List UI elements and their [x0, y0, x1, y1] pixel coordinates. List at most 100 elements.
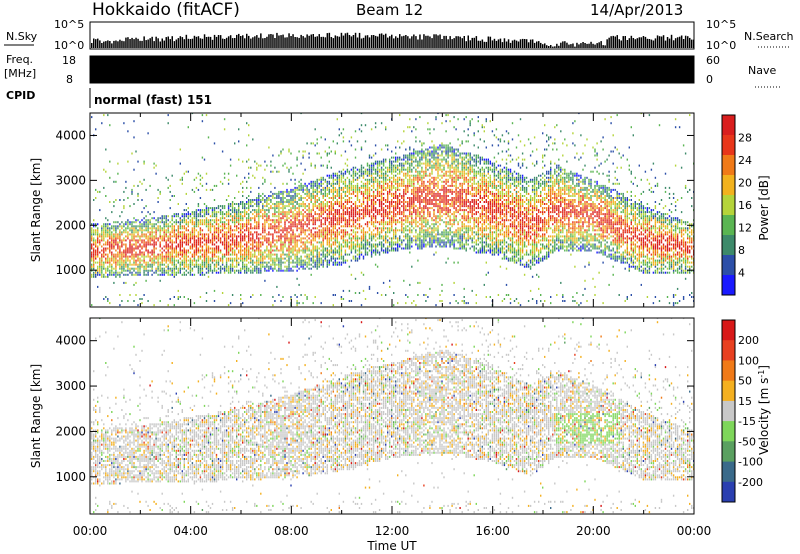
- echo-cell: [229, 245, 232, 248]
- noise-bar: [352, 35, 355, 48]
- echo-cell: [312, 219, 314, 222]
- echo-cell: [270, 223, 272, 226]
- echo-cell: [199, 273, 202, 276]
- echo-cell: [256, 162, 258, 165]
- echo-cell: [397, 197, 399, 199]
- echo-cell: [340, 257, 343, 260]
- echo-cell: [173, 273, 175, 276]
- echo-cell: [310, 249, 312, 252]
- echo-cell: [250, 201, 252, 203]
- echo-cell: [169, 255, 171, 258]
- echo-cell: [248, 219, 250, 222]
- echo-cell: [141, 255, 143, 258]
- echo-cell: [199, 182, 202, 185]
- echo-cell: [149, 223, 151, 226]
- echo-cell: [326, 164, 328, 167]
- echo-cell: [344, 201, 347, 203]
- echo-cell: [101, 239, 103, 242]
- echo-cell: [221, 223, 224, 226]
- echo-cell: [338, 241, 340, 244]
- echo-cell: [262, 197, 264, 199]
- echo-cell: [159, 245, 161, 248]
- echo-cell: [117, 172, 119, 175]
- echo-cell: [205, 219, 208, 222]
- echo-cell: [240, 241, 242, 244]
- echo-cell: [372, 164, 375, 167]
- echo-cell: [191, 255, 194, 258]
- noise-bar: [670, 34, 673, 48]
- echo-cell: [264, 279, 266, 282]
- echo-cell: [189, 245, 192, 248]
- echo-cell: [378, 195, 381, 197]
- echo-cell: [137, 195, 139, 197]
- echo-cell: [290, 239, 292, 242]
- echo-cell: [306, 209, 308, 212]
- echo-cell: [288, 192, 290, 195]
- echo-cell: [328, 201, 330, 203]
- echo-cell: [250, 296, 252, 298]
- noise-bar: [556, 43, 558, 48]
- echo-cell: [332, 209, 334, 212]
- echo-cell: [385, 144, 387, 147]
- echo-cell: [115, 199, 117, 201]
- echo-cell: [382, 158, 385, 161]
- echo-cell: [330, 259, 332, 262]
- echo-cell: [356, 186, 359, 189]
- echo-cell: [256, 205, 258, 208]
- echo-cell: [252, 209, 254, 212]
- noise-bar: [380, 33, 383, 48]
- echo-cell: [395, 178, 397, 181]
- echo-cell: [334, 225, 336, 228]
- noise-panel-frame: [89, 21, 695, 50]
- echo-cell: [405, 205, 407, 208]
- echo-cell: [288, 150, 290, 153]
- echo-cell: [380, 241, 383, 244]
- echo-cell: [316, 142, 318, 145]
- echo-cell: [387, 148, 389, 151]
- echo-cell: [338, 253, 340, 256]
- echo-cell: [310, 180, 312, 183]
- echo-cell: [270, 241, 272, 244]
- echo-cell: [298, 184, 300, 187]
- echo-cell: [322, 205, 324, 208]
- echo-cell: [115, 249, 117, 252]
- noise-bar: [324, 37, 327, 48]
- echo-cell: [121, 257, 123, 260]
- echo-cell: [314, 203, 316, 205]
- echo-cell: [401, 223, 403, 226]
- echo-cell: [191, 243, 194, 246]
- echo-cell: [387, 227, 389, 230]
- echo-cell: [231, 205, 234, 208]
- echo-cell: [121, 251, 123, 254]
- echo-cell: [137, 255, 139, 258]
- echo-cell: [149, 243, 151, 246]
- echo-cell: [266, 197, 268, 199]
- noise-bar: [223, 39, 226, 48]
- echo-cell: [314, 180, 316, 183]
- echo-cell: [336, 241, 338, 244]
- echo-cell: [268, 255, 270, 258]
- echo-cell: [145, 265, 147, 268]
- echo-cell: [246, 225, 248, 228]
- echo-cell: [393, 197, 395, 199]
- echo-cell: [240, 294, 242, 296]
- echo-cell: [242, 245, 244, 248]
- echo-cell: [163, 269, 165, 272]
- echo-cell: [380, 249, 383, 252]
- echo-cell: [274, 225, 276, 228]
- echo-cell: [312, 207, 314, 210]
- echo-cell: [336, 180, 338, 183]
- echo-cell: [115, 265, 117, 268]
- echo-cell: [350, 182, 353, 185]
- echo-cell: [234, 142, 236, 145]
- echo-cell: [368, 205, 371, 208]
- echo-cell: [153, 223, 155, 226]
- echo-cell: [308, 229, 310, 232]
- echo-cell: [145, 255, 147, 258]
- echo-cell: [199, 223, 202, 226]
- echo-cell: [401, 241, 403, 244]
- echo-cell: [159, 241, 161, 244]
- echo-cell: [294, 223, 296, 226]
- echo-cell: [405, 186, 407, 189]
- echo-cell: [282, 243, 284, 246]
